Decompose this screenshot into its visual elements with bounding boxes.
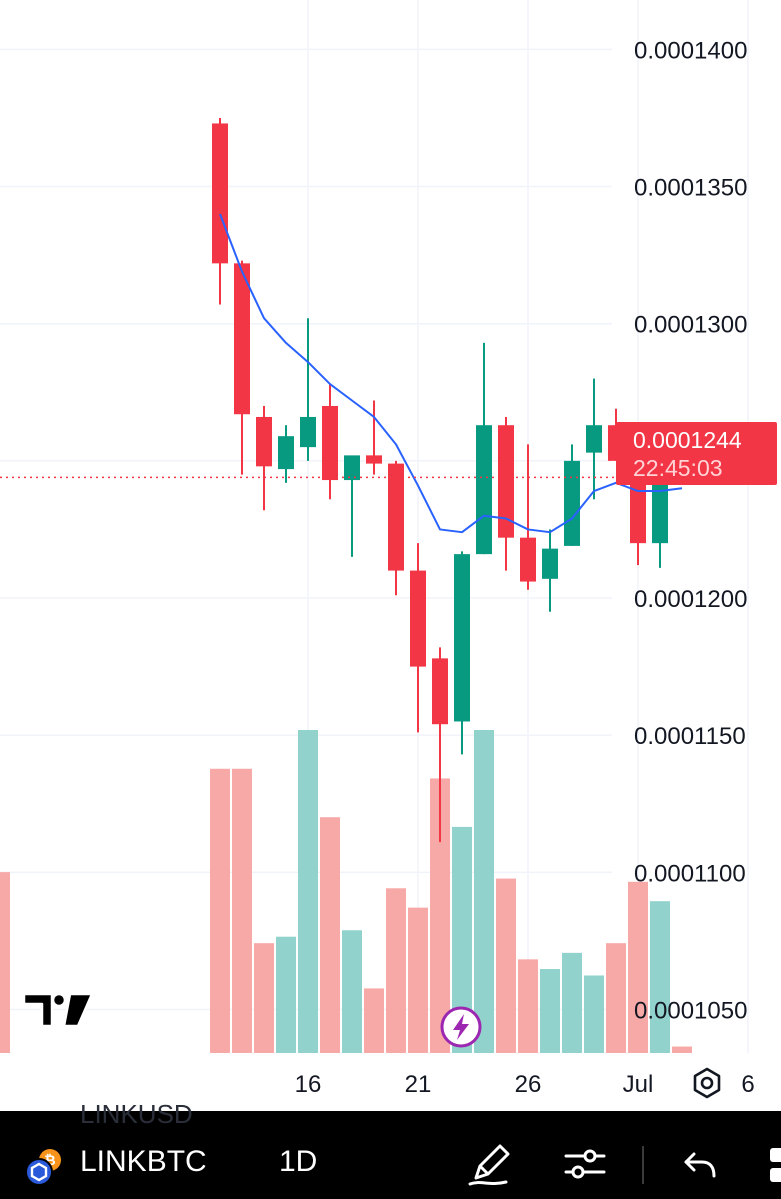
candle-body xyxy=(366,455,382,464)
lightning-icon[interactable] xyxy=(440,1006,482,1048)
bottom-toolbar xyxy=(0,1111,781,1199)
volume-bar xyxy=(540,969,560,1053)
candle-body xyxy=(454,554,470,722)
undo-icon[interactable] xyxy=(680,1140,720,1188)
chainlink-bitcoin-icon[interactable]: ₿ xyxy=(24,1146,66,1188)
time-axis-label: 26 xyxy=(515,1071,542,1098)
moving-average-line xyxy=(219,213,683,534)
volume-bar xyxy=(210,768,230,1053)
candle-body xyxy=(256,416,272,467)
price-axis-label: 0.0001100 xyxy=(634,860,746,887)
price-axis-label: 0.0001350 xyxy=(634,175,747,202)
volume-bar xyxy=(628,881,648,1053)
svg-text:₿: ₿ xyxy=(44,1152,55,1168)
candle-body xyxy=(344,455,360,481)
candle-body xyxy=(410,570,426,667)
price-axis-label: 0.0001150 xyxy=(634,723,746,750)
volume-bar xyxy=(386,888,406,1053)
volume-bar xyxy=(562,952,582,1053)
candle-body xyxy=(388,463,404,571)
volume-bar xyxy=(518,959,538,1053)
bar-countdown-label: 22:45:03 xyxy=(633,455,723,481)
pen-icon[interactable] xyxy=(466,1140,512,1188)
volume-bar xyxy=(364,988,384,1053)
last-price-badge: 0.0001244 22:45:03 xyxy=(616,422,777,485)
price-axis-label: 0.0001050 xyxy=(634,998,747,1025)
price-chart[interactable]: 0.00014000.00013500.00013000.00012500.00… xyxy=(0,0,781,1111)
volume-bar xyxy=(298,730,318,1053)
candle-body xyxy=(476,425,492,555)
volume-bar xyxy=(342,930,362,1053)
price-axis-label: 0.0001300 xyxy=(634,312,747,339)
candle-body xyxy=(278,436,294,470)
toolbar-separator xyxy=(642,1146,644,1184)
volume-bar xyxy=(606,943,626,1053)
last-price-label: 0.0001244 xyxy=(633,427,742,453)
candle-body xyxy=(498,425,514,538)
candle-body xyxy=(520,537,536,582)
volume-bar xyxy=(232,768,252,1053)
volume-bar xyxy=(474,730,494,1053)
sliders-icon[interactable] xyxy=(562,1140,608,1188)
candle-body xyxy=(212,123,228,264)
time-axis-label: 16 xyxy=(295,1071,322,1098)
price-axis-label: 0.0001200 xyxy=(634,586,747,613)
volume-bar xyxy=(276,936,296,1053)
volume-bar xyxy=(672,1046,692,1053)
previous-symbol-ghost: LINKUSD xyxy=(80,1099,193,1129)
volume-bar xyxy=(496,878,516,1053)
candle-body xyxy=(234,263,250,415)
candle-body xyxy=(542,548,558,579)
volume-bar xyxy=(254,943,274,1053)
volume-bar xyxy=(408,907,428,1053)
volume-bar xyxy=(320,817,340,1053)
candle-body xyxy=(564,460,580,546)
candle-body xyxy=(432,658,448,725)
time-axis-label: 21 xyxy=(405,1071,432,1098)
volume-bar xyxy=(650,901,670,1053)
candle-body xyxy=(322,405,338,481)
symbol-button[interactable]: LINKBTC xyxy=(80,1145,207,1178)
time-axis-label: Jul xyxy=(623,1071,654,1098)
time-axis-label: 6 xyxy=(741,1071,754,1098)
interval-button[interactable]: 1D xyxy=(279,1145,318,1178)
volume-bar xyxy=(452,826,472,1053)
volume-bar xyxy=(584,975,604,1053)
more-icon[interactable] xyxy=(764,1140,781,1188)
chart-settings-icon[interactable] xyxy=(690,1066,724,1100)
price-axis-label: 0.0001400 xyxy=(634,37,747,64)
candle-body xyxy=(586,425,602,453)
volume-bar xyxy=(0,872,10,1053)
candle-body xyxy=(300,416,316,448)
tradingview-logo-icon[interactable] xyxy=(22,990,94,1030)
volume-bar xyxy=(430,778,450,1053)
